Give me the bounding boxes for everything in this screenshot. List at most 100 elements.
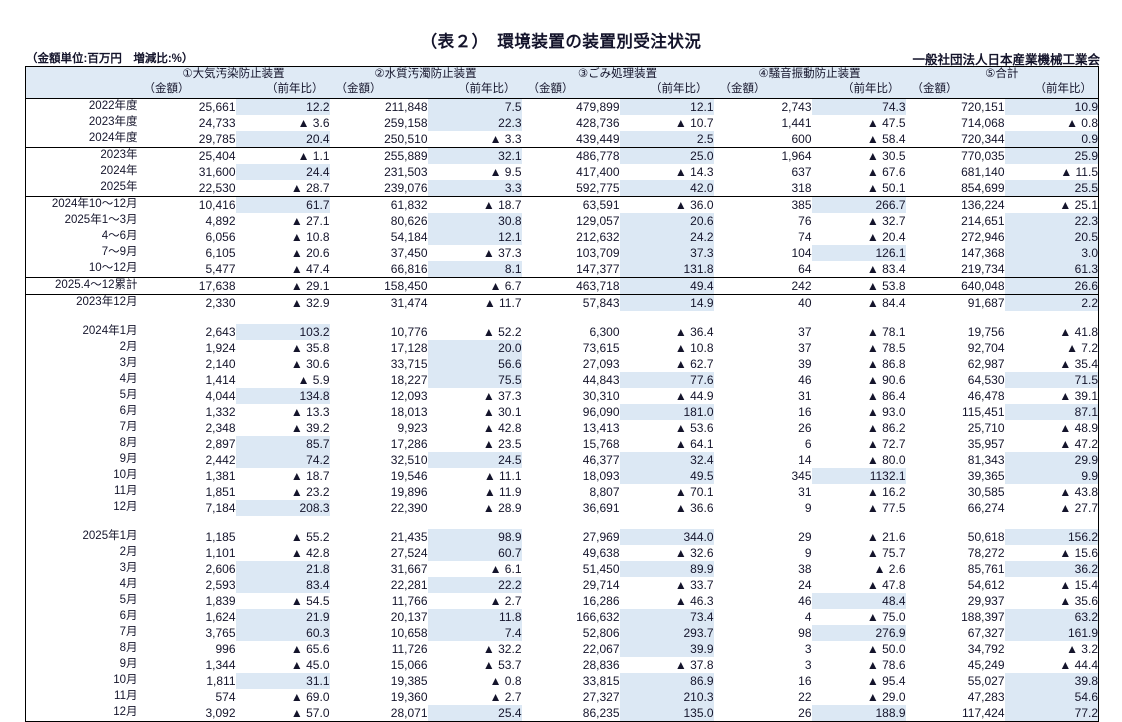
cell-yoy: 22.3	[1004, 213, 1099, 229]
cell-amount: 29,937	[967, 594, 1005, 608]
row-label: 10月	[113, 469, 138, 482]
header-group-air-pollution: ①大気汚染防止装置	[137, 66, 330, 82]
cell-yoy: 11.8	[427, 609, 522, 625]
header-yoy-4: （前年比）	[811, 82, 906, 99]
cell-yoy: ▲ 36.6	[674, 501, 714, 515]
row-label: 2025.4〜12累計	[25, 277, 138, 295]
row-label: 2024年1月	[82, 325, 138, 338]
cell-yoy: 12.1	[619, 98, 714, 115]
cell-amount: 714,068	[961, 116, 1005, 130]
cell-amount: 2,442	[205, 453, 236, 467]
spacer-cell	[236, 311, 330, 324]
row-label: 4月	[119, 373, 138, 386]
cell-yoy: 77.2	[1004, 705, 1099, 722]
cell-amount: 20,137	[390, 610, 428, 624]
table-row: 2023年12月 2,330 ▲ 32.9 31,474 ▲ 11.7 57,843 14.…	[26, 294, 1099, 311]
cell-yoy: ▲ 37.8	[674, 658, 714, 672]
cell-yoy: 49.5	[619, 468, 714, 484]
cell-yoy: 39.8	[1004, 673, 1099, 689]
header-yoy-2: （前年比）	[427, 82, 522, 99]
cell-amount: 66,274	[967, 501, 1005, 515]
cell-yoy: ▲ 15.6	[1059, 546, 1098, 560]
cell-amount: 212,632	[576, 230, 620, 244]
cell-yoy: ▲ 11.7	[483, 296, 522, 310]
cell-yoy: ▲ 6.1	[489, 562, 522, 576]
cell-yoy: 9.9	[1004, 468, 1099, 484]
cell-amount: 29,785	[137, 131, 236, 148]
table-row: 4〜6月 6,056 ▲ 10.8 54,184 12.1 212,632 24.2 74 ▲ …	[26, 229, 1099, 245]
cell-amount: 592,775	[521, 180, 620, 197]
cell-amount: 637	[791, 165, 812, 179]
cell-amount: 15,066	[390, 658, 428, 672]
cell-amount: 1,851	[205, 485, 236, 499]
cell-amount: 37,450	[390, 246, 428, 260]
cell-amount: 1,344	[205, 658, 236, 672]
cell-amount: 61,832	[390, 198, 428, 212]
cell-yoy: 39.9	[619, 641, 714, 657]
header-yoy-3: （前年比）	[619, 82, 714, 99]
row-label: 2025年	[25, 180, 138, 197]
cell-amount: 67,327	[967, 626, 1005, 640]
cell-amount: 104	[791, 246, 812, 260]
table-row: 2025.4〜12累計 17,638 ▲ 29.1 158,450 ▲ 6.7 463,7…	[25, 277, 1099, 295]
cell-amount: 31,667	[390, 562, 428, 576]
cell-amount: 18,093	[582, 469, 620, 483]
cell-amount: 239,076	[329, 180, 428, 197]
row-label: 3月	[119, 357, 138, 370]
cell-amount: 33,715	[390, 357, 428, 371]
cell-amount: 4	[804, 610, 812, 624]
row-label: 7〜9月	[101, 246, 138, 259]
cell-yoy: ▲ 7.2	[1066, 341, 1098, 355]
table-spacer-row	[26, 516, 1099, 529]
cell-yoy: 14.9	[619, 294, 714, 311]
cell-yoy: ▲ 53.8	[811, 277, 906, 295]
cell-amount: 2,140	[205, 357, 236, 371]
table-row: 2024年10〜12月 10,416 61.7 61,832 ▲ 18.7 63,591 ▲…	[26, 196, 1099, 213]
cell-yoy: ▲ 46.3	[674, 594, 714, 608]
cell-amount: 25,404	[198, 149, 236, 163]
cell-yoy: ▲ 11.5	[1060, 165, 1098, 179]
table-row: 9月 2,442 74.2 32,510 24.5 46,377 32.4 14 ▲ 80.0 8…	[26, 452, 1099, 468]
cell-amount: 129,057	[576, 214, 620, 228]
cell-amount: 57,843	[582, 296, 620, 310]
cell-yoy: 293.7	[619, 625, 714, 641]
cell-yoy: ▲ 41.8	[1059, 325, 1098, 339]
table-row: 2025年1〜3月 4,892 ▲ 27.1 80,626 30.8 129,057 20.…	[26, 213, 1099, 229]
cell-amount: 64	[713, 261, 812, 278]
cell-yoy: ▲ 47.8	[866, 578, 906, 592]
table-row: 6月 1,624 21.9 20,137 11.8 166,632 73.4 4 ▲ 75.0 1…	[26, 609, 1099, 625]
cell-yoy: ▲ 10.8	[290, 230, 330, 244]
cell-amount: 6	[804, 437, 812, 451]
spacer-label-cell	[26, 311, 138, 324]
header-group-water-pollution: ②水質汚濁防止装置	[329, 66, 522, 82]
cell-yoy: ▲ 32.6	[674, 546, 714, 560]
cell-yoy: ▲ 2.7	[489, 690, 522, 704]
cell-amount: 29	[798, 530, 812, 544]
cell-amount: 242	[713, 277, 812, 295]
cell-amount: 640,048	[905, 277, 1005, 295]
cell-yoy: ▲ 84.4	[866, 296, 906, 310]
cell-yoy: 20.5	[1004, 229, 1099, 245]
spacer-cell	[714, 516, 812, 529]
cell-yoy: ▲ 23.5	[482, 437, 522, 451]
row-label: 2025年1〜3月	[64, 214, 138, 227]
header-amount-2: （金額）	[329, 82, 428, 99]
cell-amount: 3	[804, 658, 812, 672]
cell-amount: 854,699	[905, 180, 1005, 197]
cell-amount: 10,416	[198, 198, 236, 212]
cell-yoy: 1132.1	[811, 468, 906, 484]
table-row: 4月 2,593 83.4 22,281 22.2 29,714 ▲ 33.7 24 ▲ 47.…	[26, 577, 1099, 593]
cell-amount: 770,035	[961, 149, 1005, 163]
table-row: 11月 1,851 ▲ 23.2 19,896 ▲ 11.9 8,807 ▲ 70.1 31 ▲…	[26, 484, 1099, 500]
cell-yoy: ▲ 80.0	[866, 453, 906, 467]
cell-amount: 6,300	[589, 325, 620, 339]
cell-yoy: 77.6	[619, 372, 714, 388]
cell-yoy: 25.0	[619, 147, 714, 164]
cell-amount: 103,709	[576, 246, 620, 260]
cell-amount: 1,185	[205, 530, 236, 544]
cell-yoy: ▲ 18.7	[482, 198, 522, 212]
cell-yoy: ▲ 35.8	[290, 341, 330, 355]
cell-amount: 98	[798, 626, 812, 640]
spacer-cell	[812, 311, 906, 324]
cell-yoy: ▲ 55.2	[290, 530, 330, 544]
